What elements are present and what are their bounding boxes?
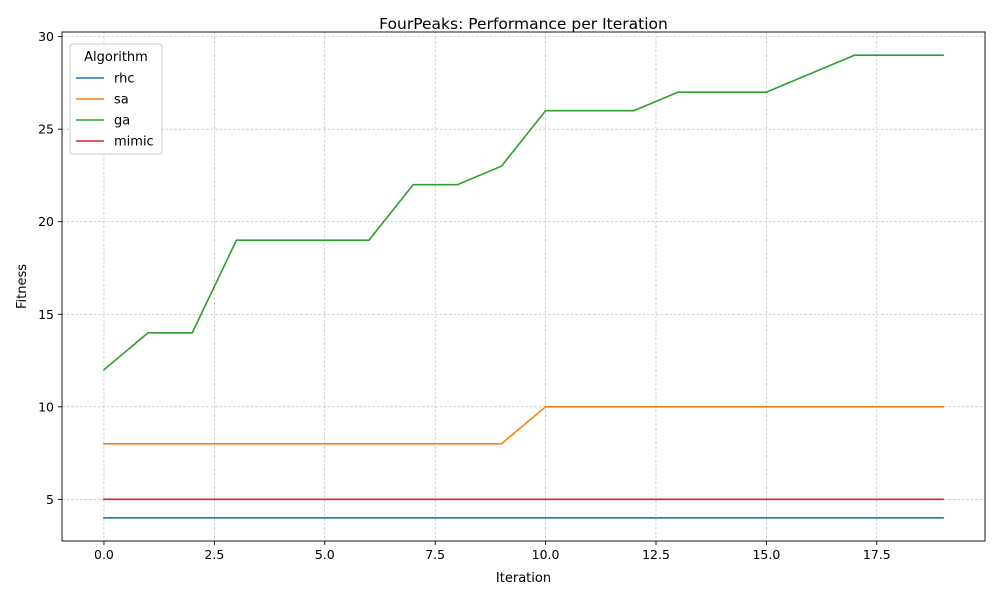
y-tick-label: 5 <box>46 492 54 507</box>
series-line-ga <box>102 54 944 371</box>
x-axis-label: Iteration <box>496 571 551 586</box>
legend-entries: rhc sa ga mimic <box>76 72 154 150</box>
x-tick-label: 7.5 <box>425 547 445 562</box>
legend-entry-rhc: rhc <box>76 72 135 87</box>
x-tick-label: 10.0 <box>532 547 560 562</box>
legend-label: rhc <box>114 72 135 87</box>
legend-label: ga <box>114 114 130 129</box>
chart-title: FourPeaks: Performance per Iteration <box>379 15 668 33</box>
x-tick-label: 0.0 <box>94 547 114 562</box>
legend-entry-mimic: mimic <box>76 135 154 150</box>
gridlines <box>62 32 985 541</box>
legend-entry-sa: sa <box>76 93 129 108</box>
x-tick-label: 17.5 <box>863 547 891 562</box>
legend-box <box>69 43 163 155</box>
legend-title: Algorithm <box>84 50 148 65</box>
legend-entry-ga: ga <box>76 114 130 129</box>
x-tick-label: 2.5 <box>204 547 224 562</box>
y-tick-label: 10 <box>38 399 54 414</box>
y-axis-label: Fitness <box>15 264 30 309</box>
y-tick-label: 25 <box>38 122 54 137</box>
legend-label: mimic <box>114 135 154 150</box>
x-tick-label: 12.5 <box>642 547 670 562</box>
y-axis-ticks: 5 10 15 20 25 30 <box>38 29 62 507</box>
legend: Algorithm rhc sa ga mimic <box>69 43 163 155</box>
plot-frame <box>61 31 986 542</box>
legend-label: sa <box>114 93 129 108</box>
x-axis-ticks: 0.0 2.5 5.0 7.5 10.0 12.5 15.0 17.5 <box>94 541 891 562</box>
y-tick-label: 20 <box>38 214 54 229</box>
series-lines <box>102 54 944 519</box>
x-tick-label: 5.0 <box>315 547 335 562</box>
y-tick-label: 15 <box>38 307 54 322</box>
x-tick-label: 15.0 <box>752 547 780 562</box>
y-tick-label: 30 <box>38 29 54 44</box>
series-line-sa <box>103 406 944 445</box>
